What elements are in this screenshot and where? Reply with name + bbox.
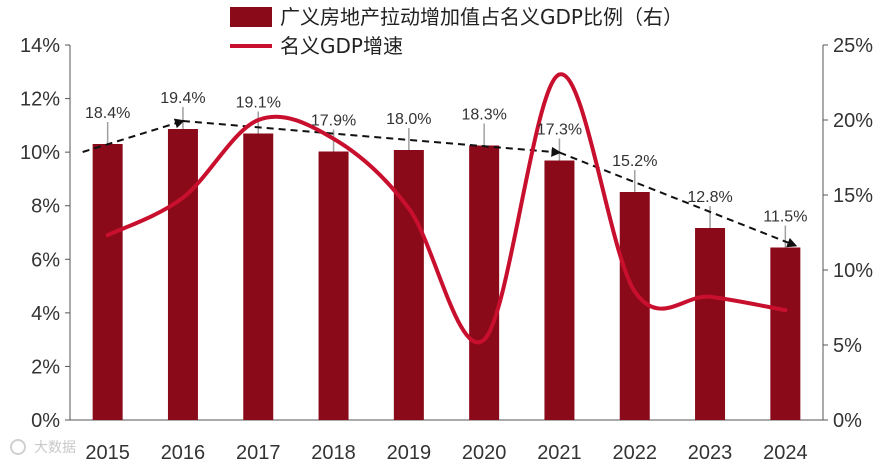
right-axis-tick-label: 25% — [833, 35, 873, 57]
left-axis-tick-label: 2% — [31, 356, 60, 378]
bar-data-label: 18.0% — [386, 111, 431, 128]
trend-arrow — [559, 151, 798, 248]
left-axis-tick-label: 10% — [20, 142, 60, 164]
x-axis-tick-label: 2024 — [763, 442, 808, 464]
right-axis-tick-label: 20% — [833, 110, 873, 132]
bar — [318, 151, 349, 420]
x-axis-tick-label: 2023 — [688, 442, 733, 464]
legend: 广义房地产拉动增加值占名义GDP比例（右） 名义GDP增速 — [230, 5, 683, 58]
bar — [619, 192, 650, 420]
x-axis-tick-label: 2021 — [537, 442, 582, 464]
right-axis-tick-label: 15% — [833, 185, 873, 207]
bar-data-label: 17.3% — [537, 122, 582, 139]
bar — [393, 150, 424, 420]
watermark: 大数据 — [10, 439, 76, 456]
x-axis-tick-label: 2017 — [236, 442, 281, 464]
bar-data-label: 18.3% — [461, 107, 506, 124]
watermark-text: 大数据 — [34, 440, 76, 456]
bar — [167, 129, 198, 420]
bar-data-label: 19.4% — [160, 90, 205, 107]
legend-line-label: 名义GDP增速 — [280, 34, 403, 58]
left-axis-tick-label: 4% — [31, 303, 60, 325]
x-axis-tick-label: 2015 — [85, 442, 130, 464]
gdp-growth-line — [105, 72, 788, 345]
left-axis-tick-label: 6% — [31, 249, 60, 271]
watermark-logo-icon — [10, 439, 26, 455]
bar — [92, 144, 123, 420]
x-axis-tick-label: 2020 — [462, 442, 507, 464]
bar-data-label: 11.5% — [763, 209, 807, 226]
bar-data-label: 15.2% — [612, 153, 657, 170]
bar-data-label: 19.1% — [236, 95, 281, 112]
x-axis-tick-label: 2018 — [311, 442, 356, 464]
x-axis-tick-label: 2019 — [387, 442, 432, 464]
bar-data-label: 17.9% — [311, 113, 356, 130]
x-axis-tick-label: 2022 — [613, 442, 658, 464]
legend-bar-swatch — [230, 7, 272, 27]
bar — [243, 133, 274, 420]
right-axis-tick-label: 0% — [833, 410, 862, 432]
left-axis-tick-label: 14% — [20, 35, 60, 57]
right-axis-tick-label: 10% — [833, 260, 873, 282]
right-axis-tick-label: 5% — [833, 335, 862, 357]
bar — [544, 160, 575, 420]
x-axis-tick-label: 2016 — [161, 442, 206, 464]
left-axis-tick-label: 8% — [31, 196, 60, 218]
bar — [770, 247, 801, 420]
bar-data-label: 18.4% — [85, 105, 130, 122]
legend-bar-label: 广义房地产拉动增加值占名义GDP比例（右） — [280, 5, 683, 29]
trend-arrow — [182, 120, 562, 157]
bar — [469, 145, 500, 420]
bar-data-label: 12.8% — [687, 189, 732, 206]
left-axis-tick-label: 0% — [31, 410, 60, 432]
left-axis-tick-label: 12% — [20, 89, 60, 111]
bar — [695, 228, 726, 420]
trend-arrow — [82, 118, 185, 153]
